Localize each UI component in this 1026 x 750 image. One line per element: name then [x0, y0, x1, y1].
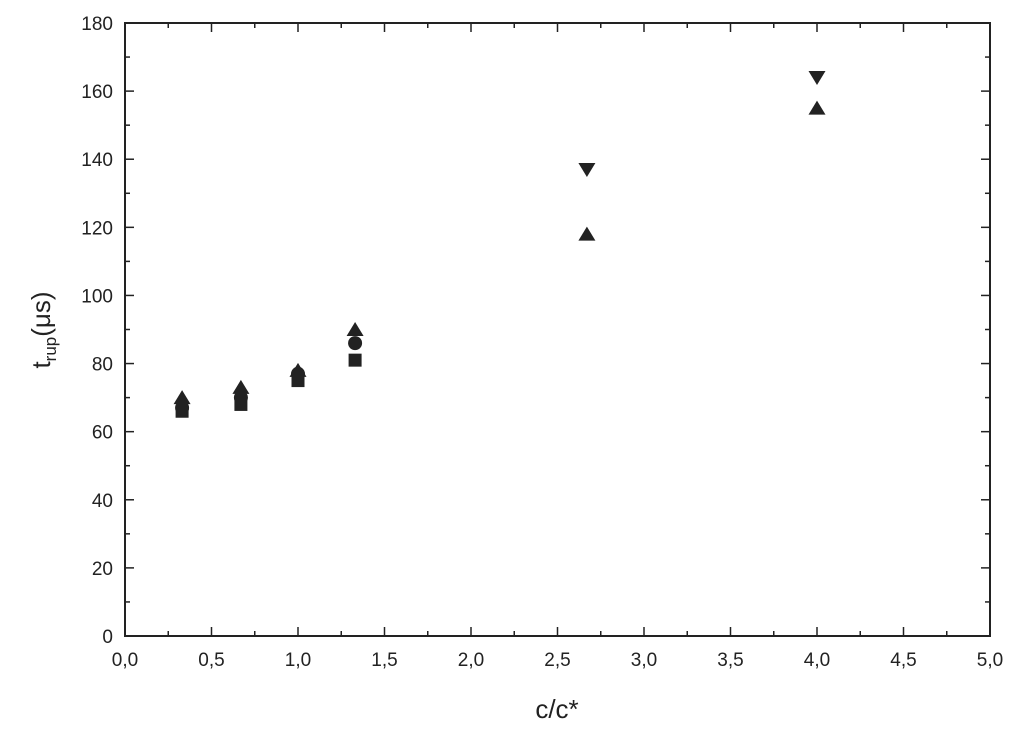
marker-square	[348, 353, 362, 367]
x-tick-label: 5,0	[977, 650, 1003, 671]
marker-triangle-up	[173, 390, 191, 405]
x-tick-label: 0,5	[198, 650, 224, 671]
y-tick-label: 100	[81, 286, 113, 307]
marker-triangle-up	[346, 322, 364, 336]
y-label-sub: rup	[41, 337, 60, 362]
marker-triangle-down	[808, 70, 826, 85]
marker-circle	[233, 390, 248, 405]
y-tick-label: 160	[81, 82, 113, 103]
x-tick-label: 3,0	[631, 650, 657, 671]
x-tick-label: 0,0	[112, 650, 138, 671]
y-label-rest: (μs)	[26, 291, 56, 336]
marker-circle	[348, 336, 363, 351]
x-tick-label: 1,0	[285, 650, 311, 671]
marker-circle	[175, 400, 190, 415]
y-tick-label: 60	[92, 423, 113, 444]
plot-frame	[124, 22, 991, 637]
marker-triangle-up	[232, 379, 250, 394]
y-tick-label: 140	[81, 150, 113, 171]
y-tick-label: 80	[92, 355, 113, 376]
x-tick-label: 4,5	[890, 650, 916, 671]
y-tick-label: 20	[92, 559, 113, 580]
x-tick-label: 3,5	[717, 650, 743, 671]
x-axis-label: c/c*	[535, 694, 578, 724]
y-label-main: t	[26, 361, 56, 369]
marker-triangle-up	[578, 226, 596, 241]
y-tick-label: 40	[92, 491, 113, 512]
marker-triangle-down	[578, 162, 596, 177]
marker-triangle-up	[808, 100, 826, 115]
x-tick-label: 1,5	[371, 650, 397, 671]
y-tick-label: 180	[81, 14, 113, 35]
y-tick-label: 0	[102, 627, 113, 648]
marker-triangle-up	[289, 362, 307, 377]
y-axis-label: trup(μs)	[26, 291, 60, 368]
x-tick-label: 2,0	[458, 650, 484, 671]
x-tick-label: 4,0	[804, 650, 830, 671]
x-tick-label: 2,5	[544, 650, 570, 671]
y-tick-label: 120	[81, 218, 113, 239]
